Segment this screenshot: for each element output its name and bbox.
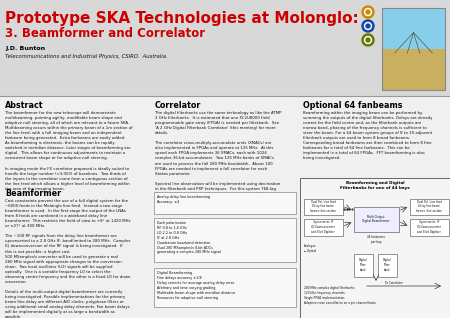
Text: Analogue
← Optical: Analogue ← Optical xyxy=(304,244,316,252)
Circle shape xyxy=(364,23,372,30)
Text: Multi Output
Digital Beamformer: Multi Output Digital Beamformer xyxy=(362,215,390,223)
Text: Telecommunications and Industrial Physics, CSIRO.  Australia.: Telecommunications and Industrial Physic… xyxy=(5,54,167,59)
Text: Upconverter, IF
IQ Downconverter
and 8-bit Digitiser: Upconverter, IF IQ Downconverter and 8-b… xyxy=(311,220,335,234)
Bar xyxy=(382,49,445,90)
FancyBboxPatch shape xyxy=(154,192,296,214)
Text: Cost constraints prevent the use of a full digital system for the
~6000 feeds in: Cost constraints prevent the use of a fu… xyxy=(5,199,130,318)
Text: J.D. Bunton: J.D. Bunton xyxy=(5,46,45,51)
Bar xyxy=(382,8,445,90)
Circle shape xyxy=(362,6,374,18)
Text: Correlator: Correlator xyxy=(155,101,202,110)
Circle shape xyxy=(362,20,374,32)
FancyBboxPatch shape xyxy=(410,218,449,236)
Text: The digital filterbanks use the same technology as like the ATMP
2 GHz filterban: The digital filterbanks use the same tec… xyxy=(155,111,282,206)
Circle shape xyxy=(364,37,372,44)
Text: Dual Pol. Line feed
Delay line beam
former, line section: Dual Pol. Line feed Delay line beam form… xyxy=(310,200,336,213)
FancyBboxPatch shape xyxy=(354,206,399,232)
Circle shape xyxy=(366,38,370,42)
Text: Beamforming and Digital
Filterbanks for one of 44 bays: Beamforming and Digital Filterbanks for … xyxy=(340,181,410,190)
Text: Abstract: Abstract xyxy=(5,101,44,110)
Text: Beamforming within the imaging beam can be performed by
summing the outputs of t: Beamforming within the imaging beam can … xyxy=(303,111,432,161)
Circle shape xyxy=(366,10,370,14)
Text: Analog delay line beamforming
Accuracy: ±4: Analog delay line beamforming Accuracy: … xyxy=(157,195,210,204)
Bar xyxy=(0,0,450,96)
Text: 44 fanbeams
per bay: 44 fanbeams per bay xyxy=(367,235,385,244)
Text: Digital Beamforming
Fine delays accuracy ±1/8
Delay corrects for average analog : Digital Beamforming Fine delays accuracy… xyxy=(157,271,235,300)
FancyBboxPatch shape xyxy=(378,253,396,276)
FancyBboxPatch shape xyxy=(354,253,373,276)
FancyBboxPatch shape xyxy=(154,218,296,262)
FancyBboxPatch shape xyxy=(303,198,342,215)
Circle shape xyxy=(362,34,374,46)
FancyBboxPatch shape xyxy=(154,268,296,307)
Text: Digital
Filter
bank: Digital Filter bank xyxy=(359,259,367,272)
Bar xyxy=(382,8,445,49)
Circle shape xyxy=(366,24,370,28)
FancyBboxPatch shape xyxy=(410,198,449,215)
Text: Optional 64 fanbeams: Optional 64 fanbeams xyxy=(303,101,402,110)
Text: Beamformer: Beamformer xyxy=(5,189,61,198)
Text: 3. Beamformer and Correlator: 3. Beamformer and Correlator xyxy=(5,27,205,40)
Text: The beamformer for the new telescope will demonstrate
multibeaming, pointing agi: The beamformer for the new telescope wil… xyxy=(5,111,133,191)
FancyBboxPatch shape xyxy=(300,178,450,318)
Text: To Correlator: To Correlator xyxy=(385,281,403,285)
Text: Each polarisation
RF 0.8 to 1.4 GHz
LO 2.2 to 0.8 GHz
IF at 2.8 GHz
Quadrature b: Each polarisation RF 0.8 to 1.4 GHz LO 2… xyxy=(157,221,221,254)
Text: Prototype SKA Technologies at Molonglo:: Prototype SKA Technologies at Molonglo: xyxy=(5,11,359,26)
Text: Dual Pol. Line feed
Delay line beam
former, line section: Dual Pol. Line feed Delay line beam form… xyxy=(416,200,442,213)
Circle shape xyxy=(364,9,372,16)
Text: Digital
Filter
bank: Digital Filter bank xyxy=(383,259,391,272)
Text: Upconverter, IF
IQ Downconverter
and 8-bit Digitiser: Upconverter, IF IQ Downconverter and 8-b… xyxy=(417,220,441,234)
FancyBboxPatch shape xyxy=(303,218,342,236)
Text: 280 MHz complex digital filterbanks
120 kHz frequency channels
Single FPGA imple: 280 MHz complex digital filterbanks 120 … xyxy=(304,286,376,305)
